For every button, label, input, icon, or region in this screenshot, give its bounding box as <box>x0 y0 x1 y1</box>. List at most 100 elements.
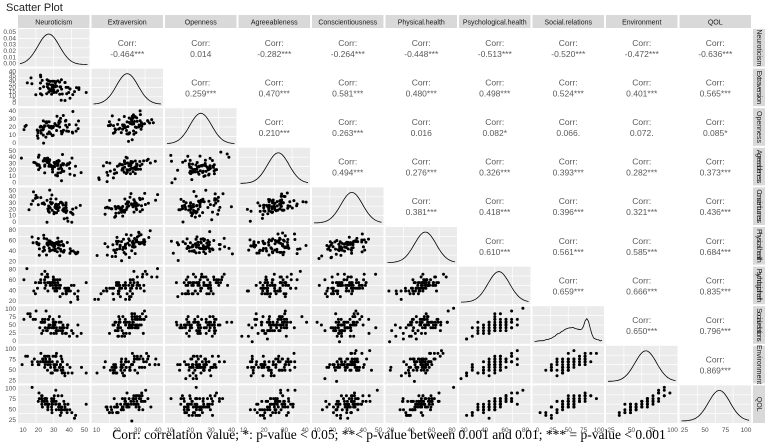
column-strip-label: QOL <box>708 20 723 27</box>
scatter-point <box>566 397 570 401</box>
scatter-point <box>277 239 281 242</box>
scatter-point <box>425 368 429 372</box>
scatter-point <box>555 360 559 364</box>
scatter-point <box>271 411 275 415</box>
scatter-point <box>35 196 39 199</box>
scatter-point <box>351 243 355 247</box>
scatter-point <box>45 92 49 96</box>
corr-value: 0.436*** <box>700 207 732 217</box>
scatter-point <box>77 119 80 123</box>
corr-value: 0.016 <box>411 128 433 138</box>
scatter-point <box>184 377 188 381</box>
scatter-point <box>353 365 357 369</box>
scatter-point <box>634 402 638 406</box>
scatter-point <box>249 209 253 213</box>
scatter-point <box>111 292 115 296</box>
corr-value: 0.282*** <box>626 168 658 178</box>
scatter-point <box>187 162 191 166</box>
scatter-point <box>493 405 497 409</box>
scatter-point <box>355 278 359 282</box>
scatter-point <box>269 326 273 330</box>
scatter-point <box>208 408 212 412</box>
scatter-point <box>194 385 198 389</box>
corr-label: Corr: <box>632 77 651 87</box>
scatter-point <box>128 122 132 126</box>
scatter-point <box>476 405 480 409</box>
scatter-point <box>350 251 354 255</box>
scatter-point <box>36 399 40 403</box>
y-tick-label: 25 <box>9 80 17 87</box>
scatter-point <box>421 413 425 417</box>
scatter-point <box>120 365 124 369</box>
scatter-point <box>112 363 116 367</box>
scatter-point <box>130 114 134 118</box>
scatter-point <box>143 309 146 313</box>
scatter-point <box>108 169 112 173</box>
scatter-point <box>446 309 450 313</box>
scatter-point <box>208 281 212 285</box>
scatter-point <box>429 408 432 412</box>
scatter-point <box>216 354 220 358</box>
scatter-point <box>578 394 581 398</box>
corr-value: 0.014 <box>190 49 212 59</box>
corr-label: Corr: <box>632 157 651 167</box>
scatter-point <box>48 363 52 367</box>
scatter-point <box>272 204 276 208</box>
corr-panel <box>459 68 531 107</box>
scatter-point <box>119 408 123 412</box>
y-tick-label: 0 <box>12 219 16 226</box>
scatter-point <box>360 232 364 236</box>
scatter-point <box>493 408 497 412</box>
scatter-point <box>143 269 147 273</box>
scatter-point <box>127 256 131 259</box>
scatter-point <box>354 309 358 313</box>
scatter-point <box>194 243 198 247</box>
scatter-point <box>51 283 54 287</box>
y-tick-label: 50 <box>9 406 17 413</box>
scatter-point <box>222 236 226 240</box>
scatter-point <box>401 399 405 403</box>
scatter-point <box>126 405 129 409</box>
scatter-point <box>127 297 131 301</box>
scatter-point <box>274 397 278 401</box>
scatter-point <box>147 236 151 239</box>
scatter-point <box>55 241 58 244</box>
scatter-point <box>134 405 138 409</box>
scatter-point <box>49 331 53 335</box>
scatter-point <box>134 323 138 327</box>
scatter-point <box>498 320 502 324</box>
scatter-point <box>127 320 131 324</box>
scatter-point <box>510 309 514 313</box>
scatter-point <box>278 199 282 203</box>
scatter-point <box>138 113 142 117</box>
scatter-point <box>349 411 353 415</box>
scatter-point <box>436 399 440 403</box>
scatter-point <box>187 292 191 296</box>
corr-panel <box>312 29 384 67</box>
scatter-point <box>135 354 139 358</box>
scatter-point <box>106 408 109 412</box>
scatter-point <box>368 349 372 353</box>
scatter-point <box>53 281 57 285</box>
scatter-point <box>470 334 474 338</box>
scatter-point <box>572 394 576 398</box>
scatter-point <box>367 317 371 321</box>
scatter-point <box>423 331 427 335</box>
scatter-point <box>251 371 255 375</box>
scatter-point <box>195 329 199 333</box>
corr-panel <box>532 266 604 305</box>
scatter-point <box>278 286 282 290</box>
scatter-point <box>194 210 198 214</box>
scatter-point <box>510 317 514 321</box>
scatter-point <box>498 326 502 330</box>
scatter-point <box>286 206 290 210</box>
scatter-point <box>420 357 424 361</box>
corr-panel <box>459 227 531 265</box>
scatter-point <box>227 246 231 250</box>
scatter-point <box>515 402 519 406</box>
scatter-point <box>54 402 58 406</box>
scatter-point <box>360 351 364 355</box>
scatter-point <box>395 292 399 296</box>
x-tick-label: 30 <box>50 427 58 434</box>
scatter-point <box>139 354 143 358</box>
